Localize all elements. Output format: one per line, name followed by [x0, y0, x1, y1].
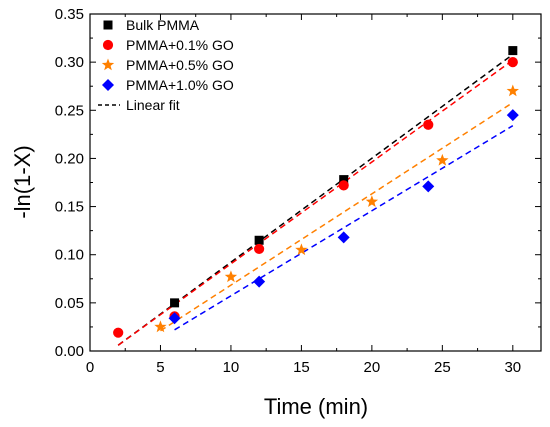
fit-line: [117, 53, 514, 346]
data-point: [506, 109, 519, 122]
legend-marker: [102, 39, 114, 51]
x-tick-label: 0: [86, 359, 94, 376]
y-tick-label: 0.10: [55, 247, 84, 264]
data-point: [170, 298, 180, 308]
legend-label: Bulk PMMA: [126, 17, 200, 33]
data-point: [423, 119, 434, 130]
y-tick-label: 0.25: [55, 102, 84, 119]
data-point: [422, 180, 435, 193]
y-tick-label: 0.35: [55, 6, 84, 23]
x-tick-label: 20: [364, 359, 381, 376]
fit-line: [160, 101, 514, 332]
data-point: [113, 327, 124, 338]
data-point: [254, 235, 264, 245]
data-point: [337, 231, 350, 244]
y-tick-label: 0.15: [55, 199, 84, 216]
fit-line: [117, 59, 514, 346]
legend-marker: [101, 58, 115, 71]
data-point: [154, 320, 167, 333]
y-tick-label: 0.05: [55, 295, 84, 312]
legend-label: PMMA+0.1% GO: [126, 37, 234, 53]
x-tick-label: 25: [434, 359, 451, 376]
y-tick-label: 0.20: [55, 150, 84, 167]
fit-lines: [117, 53, 514, 346]
x-tick-label: 30: [504, 359, 521, 376]
axes: 0 5 10 15 20 25 30 0.00 0.05 0.10 0.15 0.20 0.25 0.30…: [55, 6, 542, 376]
data-point: [224, 270, 238, 283]
legend-marker: [103, 20, 113, 30]
x-tick-label: 10: [223, 359, 240, 376]
legend-label: PMMA+0.5% GO: [126, 57, 234, 73]
data-point: [508, 46, 518, 56]
y-axis-label: -ln(1-X): [10, 145, 35, 218]
legend: Bulk PMMA PMMA+0.1% GO PMMA+0.5% GO PMMA+1.…: [98, 17, 234, 113]
data-point: [295, 243, 308, 256]
data-point: [253, 275, 266, 288]
data-point: [339, 175, 349, 185]
data-point: [365, 195, 379, 208]
data-points: [113, 46, 519, 338]
y-tick-label: 0.00: [55, 343, 84, 360]
data-point: [338, 180, 349, 191]
data-point: [436, 153, 449, 166]
fit-line: [174, 125, 514, 331]
legend-label: PMMA+1.0% GO: [126, 77, 234, 93]
data-point: [506, 84, 519, 97]
data-point: [507, 57, 518, 68]
legend-marker: [102, 79, 114, 91]
x-axis-label: Time (min): [264, 394, 368, 419]
x-tick-label: 15: [293, 359, 310, 376]
legend-label: Linear fit: [126, 97, 180, 113]
data-point: [254, 243, 265, 255]
x-tick-label: 5: [156, 359, 164, 376]
data-point: [168, 312, 181, 325]
y-tick-label: 0.30: [55, 54, 84, 71]
